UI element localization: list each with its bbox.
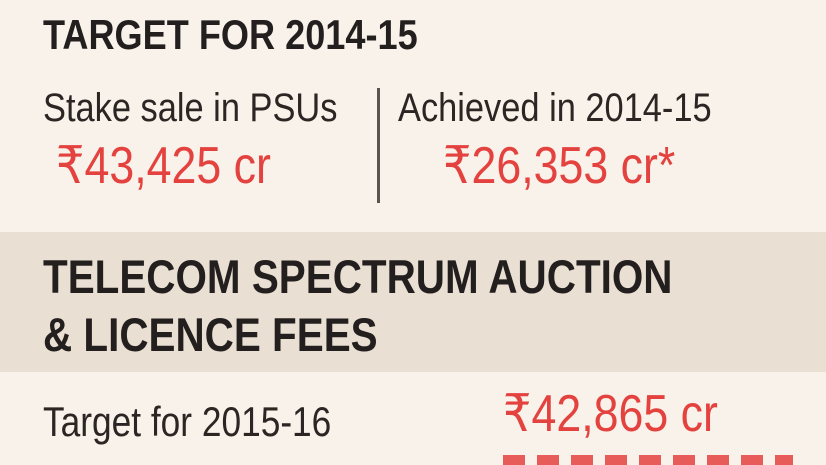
cropped-next-value bbox=[503, 455, 793, 465]
achieved-value: ₹26,353 cr* bbox=[443, 137, 676, 195]
telecom-target-value: ₹42,865 cr bbox=[503, 385, 718, 443]
telecom-heading-line-1: TELECOM SPECTRUM AUCTION bbox=[43, 250, 673, 303]
stake-sale-label: Stake sale in PSUs bbox=[43, 86, 338, 130]
stake-sale-value: ₹43,425 cr bbox=[56, 137, 271, 195]
telecom-heading-band bbox=[0, 232, 826, 372]
telecom-target-section bbox=[0, 372, 826, 465]
section-heading-2014-15: TARGET FOR 2014-15 bbox=[43, 11, 418, 58]
telecom-heading-line-2: & LICENCE FEES bbox=[43, 308, 378, 361]
vertical-divider bbox=[377, 88, 380, 203]
achieved-label: Achieved in 2014-15 bbox=[398, 86, 712, 130]
telecom-section-heading: TELECOM SPECTRUM AUCTION & LICENCE FEES bbox=[43, 248, 672, 364]
telecom-target-label: Target for 2015-16 bbox=[43, 398, 332, 445]
stake-sale-section bbox=[0, 0, 826, 232]
